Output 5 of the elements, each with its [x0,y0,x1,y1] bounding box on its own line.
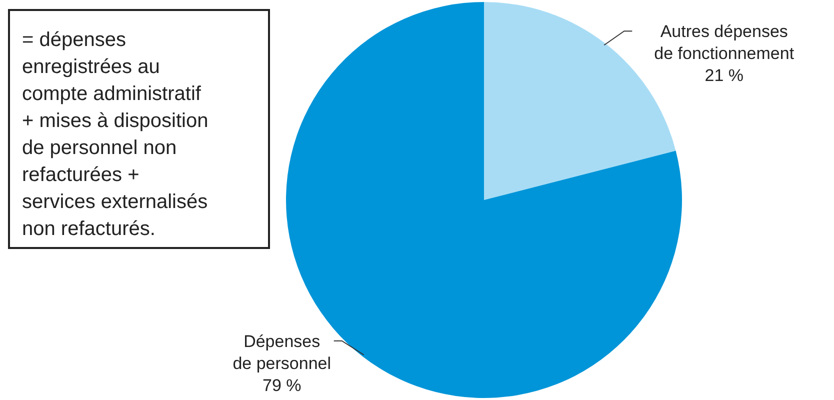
data-label: 21 % [704,66,744,86]
data-label: 79 % [262,376,302,395]
slice-label: Autres dépenses de fonctionnement [654,22,794,64]
slice-label: Dépenses de personnel [232,332,332,373]
text: = dépenses enregistrées au compte administratif + mises à disposition de personnel non refacturées + services externalisés non refacturés. [22,29,208,240]
